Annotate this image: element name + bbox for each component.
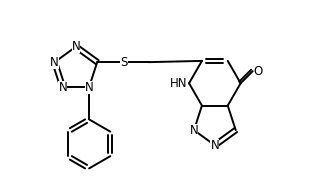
- Text: N: N: [211, 139, 219, 152]
- Text: O: O: [254, 65, 263, 78]
- Text: N: N: [58, 81, 67, 94]
- Text: N: N: [85, 81, 94, 94]
- Text: HN: HN: [170, 77, 188, 90]
- Text: N: N: [190, 124, 198, 137]
- Text: N: N: [50, 56, 59, 69]
- Text: N: N: [72, 40, 80, 53]
- Text: S: S: [120, 56, 128, 69]
